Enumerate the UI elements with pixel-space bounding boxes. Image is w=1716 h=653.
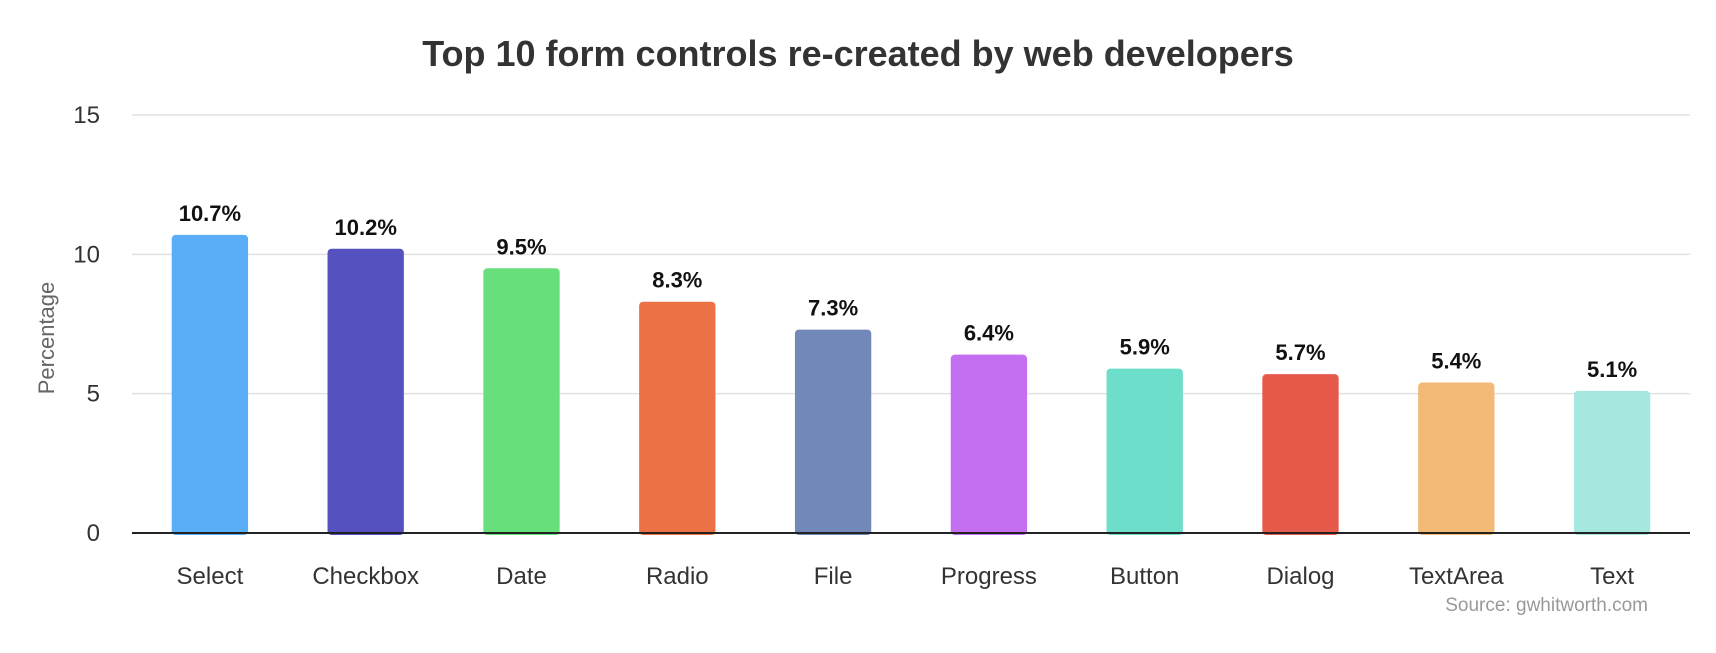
y-axis-label: Percentage bbox=[34, 282, 59, 395]
x-tick-label: Checkbox bbox=[312, 563, 419, 590]
x-axis-ticks: Select Checkbox Date Radio File Progress Butto… bbox=[177, 563, 1635, 590]
x-tick-label: Date bbox=[496, 563, 547, 590]
data-label: 7.3% bbox=[808, 296, 858, 321]
data-label: 8.3% bbox=[652, 268, 702, 293]
bar-select bbox=[171, 234, 249, 535]
y-tick-label: 10 bbox=[73, 241, 100, 268]
x-tick-label: Button bbox=[1110, 563, 1179, 590]
data-label: 5.9% bbox=[1120, 335, 1170, 360]
data-label: 5.1% bbox=[1587, 357, 1637, 382]
bar-date bbox=[483, 268, 560, 535]
bars bbox=[171, 234, 1651, 535]
y-axis-ticks: 0 5 10 15 bbox=[73, 102, 100, 547]
x-tick-label: Progress bbox=[941, 563, 1037, 590]
y-tick-label: 5 bbox=[87, 381, 100, 408]
x-tick-label: Text bbox=[1590, 563, 1634, 590]
data-label: 10.7% bbox=[179, 201, 241, 226]
source-note: Source: gwhitworth.com bbox=[1445, 595, 1648, 616]
bar-checkbox bbox=[327, 248, 404, 535]
bar-text bbox=[1573, 390, 1651, 535]
bar-progress bbox=[950, 354, 1028, 535]
data-labels: 10.7% 10.2% 9.5% 8.3% 7.3% 6.4% 5.9% 5.7% 5.4% 5.… bbox=[179, 201, 1637, 382]
x-tick-label: Select bbox=[177, 563, 244, 590]
data-label: 5.4% bbox=[1431, 349, 1481, 374]
y-tick-label: 0 bbox=[87, 520, 100, 547]
x-tick-label: Dialog bbox=[1266, 563, 1334, 590]
x-tick-label: Radio bbox=[646, 563, 709, 590]
chart-title: Top 10 form controls re-created by web d… bbox=[422, 33, 1294, 74]
x-tick-label: File bbox=[814, 563, 853, 590]
bar-file bbox=[794, 329, 872, 535]
x-tick-label: TextArea bbox=[1409, 563, 1504, 590]
data-label: 9.5% bbox=[496, 234, 546, 259]
y-tick-label: 15 bbox=[73, 102, 100, 129]
data-label: 5.7% bbox=[1275, 340, 1325, 365]
bar-button bbox=[1106, 368, 1183, 535]
data-label: 6.4% bbox=[964, 321, 1014, 346]
data-label: 10.2% bbox=[335, 215, 397, 240]
bar-dialog bbox=[1262, 374, 1339, 535]
bar-textarea bbox=[1418, 382, 1495, 535]
bar-radio bbox=[639, 301, 716, 535]
